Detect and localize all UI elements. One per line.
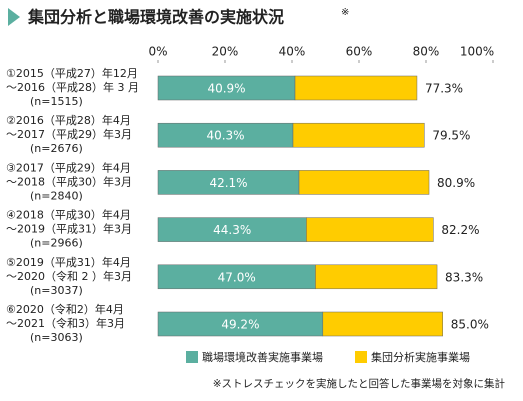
bar-label: 40.3% xyxy=(206,129,244,143)
category-label: ③2017（平成29）年4月 xyxy=(6,160,131,174)
bar-label: 42.1% xyxy=(209,176,247,190)
category-label: ～2018（平成30）年3月 xyxy=(6,174,132,188)
legend-swatch xyxy=(355,351,367,363)
bar-segment xyxy=(157,75,296,101)
bar-label: 44.3% xyxy=(213,223,251,237)
category-label: ④2018（平成30）年4月 xyxy=(6,208,131,222)
category-label: ～2016（平成28）年 3 月 xyxy=(6,80,139,94)
category-label: ～2017（平成29）年3月 xyxy=(6,127,132,141)
total-label: 83.3% xyxy=(445,270,483,284)
legend-label: 職場環境改善実施事業場 xyxy=(202,350,323,364)
bar-label: 47.0% xyxy=(218,270,256,284)
x-tick-label: 40% xyxy=(279,45,306,59)
total-label: 85.0% xyxy=(451,318,489,332)
total-label: 82.2% xyxy=(441,223,479,237)
category-label: (n=2840) xyxy=(30,189,83,202)
total-label: 80.9% xyxy=(437,176,475,190)
category-label: ～2019（平成31）年3月 xyxy=(6,222,132,236)
category-label: (n=2676) xyxy=(30,142,83,155)
total-label: 77.3% xyxy=(425,82,463,96)
bar-segment xyxy=(157,217,307,242)
category-label: (n=3037) xyxy=(30,284,83,297)
bar-segment xyxy=(294,75,418,101)
bar-segment xyxy=(298,170,430,195)
x-tick-label: 80% xyxy=(413,45,440,59)
category-label: (n=1515) xyxy=(30,95,83,108)
bar-segment xyxy=(157,264,316,290)
x-tick-label: 60% xyxy=(346,45,373,59)
category-label: (n=3063) xyxy=(30,331,83,344)
bar-label: 49.2% xyxy=(221,318,259,332)
title-mark: ※ xyxy=(341,7,349,18)
category-label: ①2015（平成27）年12月 xyxy=(6,66,138,80)
total-label: 79.5% xyxy=(432,129,470,143)
x-tick-label: 0% xyxy=(148,45,167,59)
footnote: ※ストレスチェックを実施したと回答した事業場を対象に集計 xyxy=(213,377,506,390)
category-label: ②2016（平成28）年4月 xyxy=(6,113,131,127)
x-tick-label: 100% xyxy=(460,45,494,59)
bar-label: 40.9% xyxy=(207,82,245,96)
category-label: ⑥2020（令和2）年4月 xyxy=(6,302,124,316)
chart-title: 集団分析と職場環境改善の実施状況 xyxy=(27,8,284,27)
category-label: ～2020（令和 2 ）年3月 xyxy=(6,269,132,283)
bar-segment xyxy=(322,311,444,337)
legend-label: 集団分析実施事業場 xyxy=(371,350,470,364)
category-label: ⑤2019（平成31）年4月 xyxy=(6,255,131,269)
category-label: (n=2966) xyxy=(30,237,83,250)
legend-swatch xyxy=(186,351,198,363)
bar-segment xyxy=(292,122,425,148)
bar-segment xyxy=(315,264,438,290)
x-tick-label: 20% xyxy=(212,45,239,59)
title-icon xyxy=(8,8,20,26)
category-label: ～2021（令和3）年3月 xyxy=(6,316,125,330)
bar-segment xyxy=(306,217,434,242)
bar-segment xyxy=(157,311,324,337)
